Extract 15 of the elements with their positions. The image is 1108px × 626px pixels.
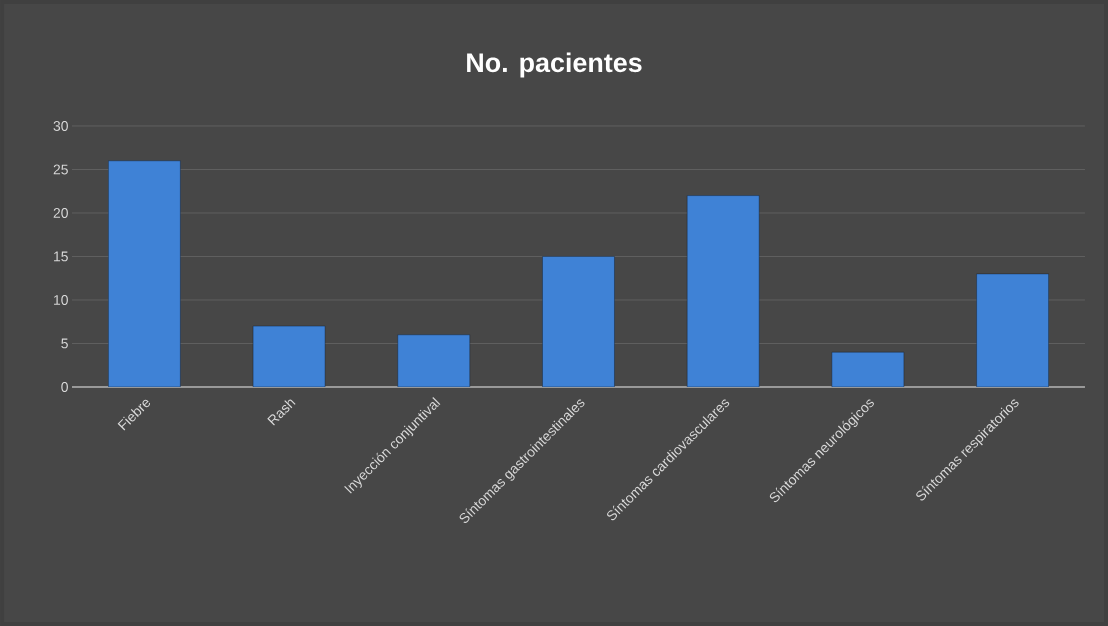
bar [108, 160, 181, 387]
bar [686, 195, 760, 387]
y-tick-label: 0 [61, 382, 68, 392]
y-tick-label: 15 [54, 251, 68, 262]
y-tick-label: 5 [61, 338, 68, 349]
bar [976, 273, 1049, 387]
chart-title: No. pacientes [467, 52, 642, 78]
bar [831, 351, 905, 387]
bar [542, 256, 615, 387]
y-tick-label: 10 [54, 295, 68, 305]
bar [397, 334, 470, 387]
y-tick-label: 25 [53, 164, 68, 175]
bar [252, 325, 326, 387]
y-tick-label: 20 [53, 208, 68, 218]
y-tick-label: 30 [53, 121, 68, 131]
